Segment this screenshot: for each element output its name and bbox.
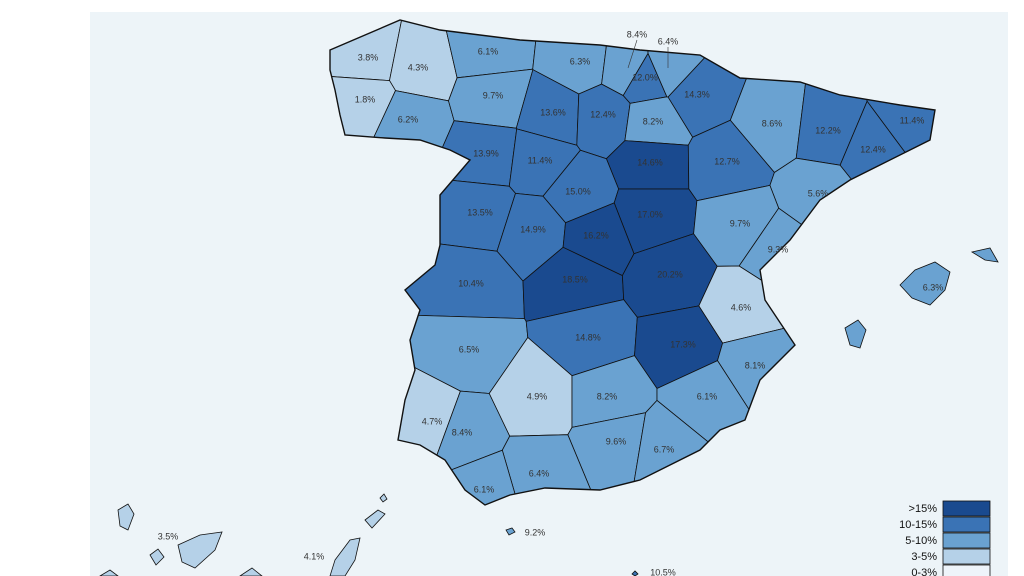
labels: 3.8% 4.3% 1.8% 6.1% 6.3% 8.4% 6.4% 12.0% 6.2% 9.7… — [158, 29, 944, 576]
province-label: 6.1% — [697, 391, 718, 401]
province-label: 9.7% — [483, 90, 504, 100]
island — [631, 570, 639, 576]
province-label: 8.6% — [762, 118, 783, 128]
province-label: 14.9% — [520, 224, 546, 234]
province-label: 12.4% — [860, 144, 886, 154]
province-label: 14.6% — [637, 157, 663, 167]
legend-label: 3-5% — [911, 551, 937, 563]
legend-swatch — [942, 516, 991, 533]
province-label: 4.7% — [422, 416, 443, 426]
leader-line — [627, 39, 638, 69]
province-label: 8.2% — [597, 391, 618, 401]
province-label: 10.4% — [458, 278, 484, 288]
province-label: 12.2% — [815, 125, 841, 135]
province-label: 6.4% — [658, 36, 679, 46]
island — [239, 567, 263, 576]
province-label: 10.5% — [650, 567, 676, 576]
province-label: 1.8% — [355, 94, 376, 104]
legend-label: 10-15% — [899, 519, 937, 531]
province-label: 6.4% — [529, 468, 550, 478]
province-label: 9.6% — [606, 436, 627, 446]
province-label: 4.1% — [304, 551, 325, 561]
province-label: 9.3% — [768, 244, 789, 254]
province-label: 3.8% — [358, 52, 379, 62]
province-label: 20.2% — [657, 269, 683, 279]
legend-label: >15% — [909, 503, 938, 515]
legend-swatch — [942, 532, 991, 549]
province-label: 14.3% — [684, 89, 710, 99]
legend-swatch — [942, 564, 991, 576]
province-label: 9.7% — [730, 218, 751, 228]
province-label: 15.0% — [565, 186, 591, 196]
province-label: 4.3% — [408, 62, 429, 72]
province-label: 11.4% — [528, 155, 553, 165]
province-label: 4.9% — [527, 391, 548, 401]
province-label: 13.6% — [540, 107, 566, 117]
province-label: 8.4% — [627, 29, 648, 39]
island — [505, 527, 516, 536]
island — [970, 247, 999, 263]
province-label: 11.4% — [900, 115, 925, 125]
province-label: 13.5% — [467, 207, 493, 217]
province-label: 12.0% — [632, 72, 658, 82]
province-label: 14.8% — [575, 332, 601, 342]
province-label: 6.7% — [654, 444, 675, 454]
island — [379, 493, 388, 503]
province-label: 13.9% — [473, 148, 499, 158]
legend-label: 5-10% — [905, 535, 937, 547]
province-label: 3.5% — [158, 531, 179, 541]
province-label: 8.1% — [745, 360, 766, 370]
province-label: 4.6% — [731, 302, 752, 312]
province-label: 12.7% — [714, 156, 740, 166]
province-label: 6.1% — [474, 484, 495, 494]
legend: >15% 10-15% 5-10% 3-5% 0-3% — [899, 500, 991, 576]
island — [844, 319, 867, 349]
island — [117, 503, 135, 531]
province-label: 16.2% — [583, 230, 609, 240]
island — [177, 531, 223, 569]
province-label: 6.2% — [398, 114, 419, 124]
province-label: 18.5% — [562, 274, 588, 284]
province-label: 12.4% — [590, 109, 616, 119]
island — [899, 261, 951, 306]
coastline — [329, 19, 936, 506]
province-label: 5.6% — [808, 188, 829, 198]
province-label: 8.4% — [452, 427, 473, 437]
legend-swatch — [942, 500, 991, 517]
province-label: 8.2% — [643, 116, 664, 126]
province-label: 6.3% — [570, 56, 591, 66]
island — [329, 537, 361, 576]
islands — [99, 247, 999, 576]
province-label: 17.0% — [637, 209, 663, 219]
province-label: 6.5% — [459, 344, 480, 354]
province-label: 6.1% — [478, 46, 499, 56]
province-label: 6.3% — [923, 282, 944, 292]
legend-label: 0-3% — [911, 567, 937, 576]
island — [364, 509, 386, 529]
legend-swatch — [942, 548, 991, 565]
province-label: 9.2% — [525, 527, 546, 537]
province-label: 17.3% — [670, 339, 696, 349]
island — [99, 569, 119, 576]
island — [149, 548, 165, 566]
